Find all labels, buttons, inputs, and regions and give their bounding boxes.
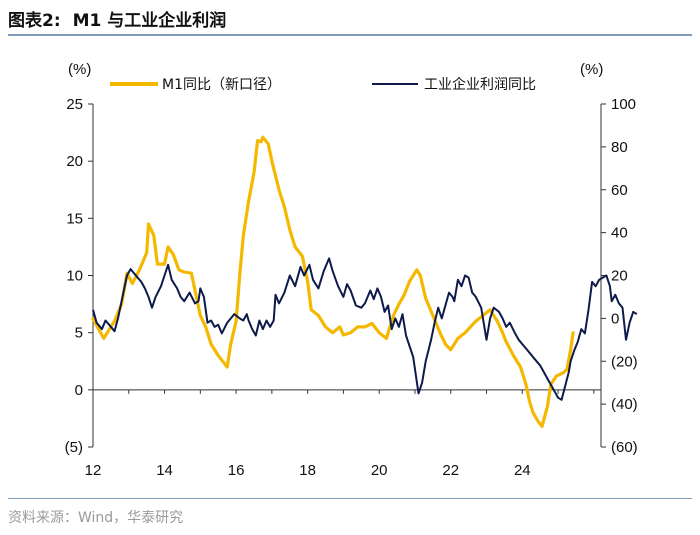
x-tick-label: 24 [514, 462, 531, 479]
figure-label: 图表2: [8, 11, 61, 31]
x-tick-label: 14 [156, 462, 173, 479]
source-note: 资料来源：Wind，华泰研究 [8, 510, 184, 526]
right-tick-label: 60 [611, 182, 628, 199]
left-tick-label: 10 [66, 268, 83, 285]
x-axis-ticks: 12 14 16 18 20 22 24 [85, 389, 595, 479]
right-axis-unit: (%) [580, 61, 603, 78]
series-lines [91, 135, 638, 428]
right-tick-label: 80 [611, 139, 628, 156]
source-rule [8, 498, 692, 499]
legend: M1同比（新口径） 工业企业利润同比 [110, 76, 536, 93]
left-tick-label: 15 [66, 210, 83, 227]
left-tick-label: 20 [66, 153, 83, 170]
series-line-profit [92, 257, 638, 401]
x-tick-label: 20 [371, 462, 388, 479]
right-tick-label: 20 [611, 268, 628, 285]
x-tick-label: 16 [228, 462, 245, 479]
right-tick-label: (20) [611, 353, 638, 370]
left-axis-unit: (%) [68, 61, 91, 78]
right-tick-label: (60) [611, 439, 638, 456]
x-tick-label: 12 [85, 462, 102, 479]
title-rule [8, 34, 692, 36]
legend-profit-label: 工业企业利润同比 [424, 76, 536, 93]
left-tick-label: (5) [65, 439, 83, 456]
right-tick-label: 0 [611, 310, 619, 327]
left-tick-label: 25 [66, 96, 83, 113]
right-axis-ticks: 100 80 60 40 20 0 (20) (40) (60) [601, 96, 638, 456]
x-tick-label: 18 [299, 462, 316, 479]
figure-title: 图表2: M1 与工业企业利润 [8, 6, 226, 31]
series-line-m1 [91, 135, 575, 428]
right-tick-label: 100 [611, 96, 636, 113]
left-tick-label: 5 [75, 325, 83, 342]
right-tick-label: 40 [611, 225, 628, 242]
figure-title-text: M1 与工业企业利润 [72, 11, 227, 31]
axes-group [92, 104, 602, 447]
x-tick-label: 22 [442, 462, 459, 479]
left-axis-ticks: 25 20 15 10 5 0 (5) [65, 96, 93, 456]
left-tick-label: 0 [75, 382, 83, 399]
right-tick-label: (40) [611, 396, 638, 413]
legend-m1-label: M1同比（新口径） [162, 77, 281, 93]
